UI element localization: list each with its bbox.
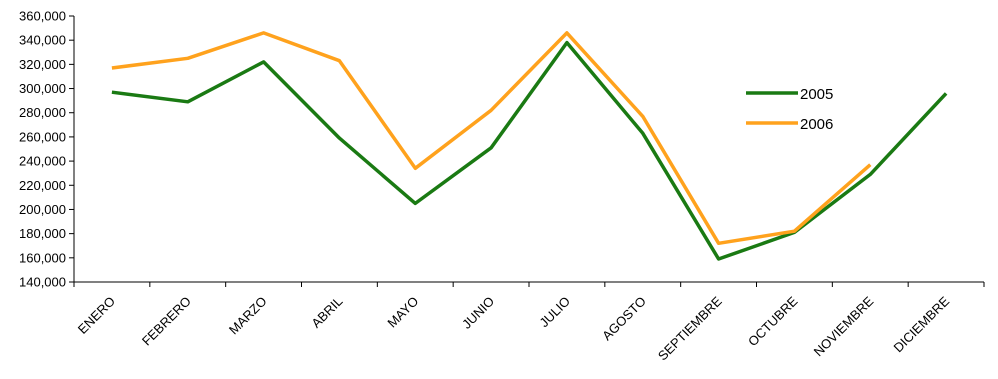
x-tick-label: MARZO: [226, 294, 270, 338]
x-tick-label: FEBRERO: [139, 294, 194, 349]
series-layer: [111, 31, 948, 261]
y-tick-label: 240,000: [19, 154, 66, 169]
legend-label-2006: 2006: [800, 116, 833, 133]
axes: [73, 16, 984, 283]
y-tick-label: 180,000: [19, 226, 66, 241]
y-tick-label: 280,000: [19, 105, 66, 120]
x-tick-label: DICIEMBRE: [891, 293, 953, 355]
y-tick-label: 160,000: [19, 250, 66, 265]
x-tick-label: OCTUBRE: [745, 293, 801, 349]
legend-label-2005: 2005: [800, 86, 833, 103]
x-tick-label: ENERO: [75, 294, 118, 337]
series-line-2005: [111, 40, 948, 261]
y-axis-ticks: 140,000 160,000 180,000 200,000 220,000 240,0…: [19, 9, 74, 290]
y-tick-label: 260,000: [19, 129, 66, 144]
y-tick-label: 220,000: [19, 178, 66, 193]
y-tick-label: 300,000: [19, 81, 66, 96]
x-tick-label: MAYO: [384, 294, 421, 331]
x-tick-label: SEPTIEMBRE: [655, 293, 725, 363]
y-tick-label: 200,000: [19, 202, 66, 217]
x-tick-label: JULIO: [536, 294, 573, 331]
x-axis-ticks: ENERO FEBRERO MARZO ABRIL MAYO JUNIO JULIO AGOS…: [73, 282, 985, 363]
y-tick-label: 140,000: [19, 275, 66, 290]
x-tick-label: ABRIL: [308, 294, 345, 331]
y-tick-label: 340,000: [19, 33, 66, 48]
x-tick-label: AGOSTO: [599, 294, 649, 344]
y-tick-label: 360,000: [19, 9, 66, 24]
x-tick-label: NOVIEMBRE: [811, 293, 877, 359]
series-line-2006: [111, 31, 872, 246]
legend: 2005 2006: [746, 86, 833, 133]
y-tick-label: 320,000: [19, 57, 66, 72]
x-tick-label: JUNIO: [459, 294, 497, 332]
